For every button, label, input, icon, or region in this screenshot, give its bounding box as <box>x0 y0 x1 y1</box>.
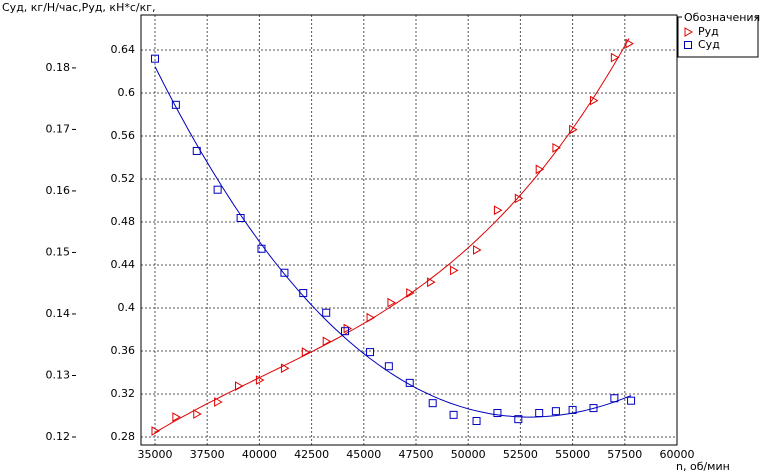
y2-tick-label: 0.36 <box>111 344 136 357</box>
marker <box>299 289 308 298</box>
y2-tick-label: 0.44 <box>111 258 136 271</box>
marker <box>535 164 545 175</box>
marker <box>171 100 180 109</box>
marker <box>428 399 437 408</box>
marker <box>384 362 393 371</box>
y-tick-label: 0.16 <box>46 184 71 197</box>
legend-label: Суд <box>698 38 720 51</box>
marker <box>449 410 458 419</box>
marker <box>589 95 599 106</box>
marker <box>473 245 482 255</box>
x-tick-label: 42500 <box>294 448 329 461</box>
x-tick-label: 60000 <box>660 448 695 461</box>
marker <box>193 409 202 419</box>
legend-box <box>677 16 759 58</box>
marker <box>493 409 502 418</box>
marker <box>684 27 694 37</box>
y2-tick-label: 0.6 <box>118 86 136 99</box>
marker <box>322 308 331 317</box>
marker <box>151 426 160 436</box>
y-tick-label: 0.12 <box>46 430 71 443</box>
marker <box>387 297 396 308</box>
marker <box>684 41 692 49</box>
marker <box>514 415 523 424</box>
marker <box>552 143 561 153</box>
marker <box>610 52 620 63</box>
marker <box>514 193 524 204</box>
x-tick-label: 40000 <box>242 448 277 461</box>
y2-tick-label: 0.52 <box>111 172 136 185</box>
trend-line <box>154 66 632 418</box>
plot-frame <box>140 14 678 446</box>
legend-title-bg <box>682 12 756 23</box>
y-tick-label: 0.15 <box>46 245 71 258</box>
marker <box>405 378 414 387</box>
y-tick-label: 0.18 <box>46 61 71 74</box>
marker <box>627 396 636 405</box>
marker <box>568 405 577 414</box>
y2-tick-label: 0.56 <box>111 129 136 142</box>
axis-title: Суд, кг/Н/час,Руд, кН*с/кг, <box>2 1 156 14</box>
marker <box>280 363 290 374</box>
marker <box>236 214 245 223</box>
y-tick-label: 0.13 <box>46 368 71 381</box>
marker <box>322 336 332 347</box>
legend-label: Руд <box>698 25 719 38</box>
marker <box>341 327 350 336</box>
plot-area <box>141 15 677 445</box>
y2-tick-label: 0.28 <box>111 430 136 443</box>
marker <box>235 381 244 391</box>
marker <box>427 277 436 288</box>
marker <box>150 54 159 63</box>
marker <box>625 38 634 49</box>
marker <box>551 407 560 416</box>
marker <box>569 124 578 135</box>
marker <box>172 412 181 422</box>
marker <box>343 323 353 334</box>
x-axis-title: n, об/мин <box>676 460 730 473</box>
y2-tick-label: 0.4 <box>118 301 136 314</box>
x-tick-label: 45000 <box>346 448 381 461</box>
trend-line <box>154 38 630 434</box>
marker <box>589 404 598 413</box>
marker <box>280 268 289 277</box>
y-tick-label: 0.14 <box>46 307 71 320</box>
marker <box>610 394 619 403</box>
marker <box>192 146 201 155</box>
marker <box>301 347 311 357</box>
x-tick-label: 37500 <box>190 448 225 461</box>
marker <box>472 417 481 426</box>
marker <box>493 205 503 216</box>
marker <box>213 185 222 194</box>
marker <box>255 375 265 385</box>
marker <box>257 244 266 253</box>
x-tick-label: 55000 <box>555 448 590 461</box>
marker <box>366 312 376 323</box>
x-tick-label: 52500 <box>503 448 538 461</box>
x-tick-label: 50000 <box>451 448 486 461</box>
x-tick-label: 57500 <box>607 448 642 461</box>
legend-title: Обозначения <box>684 11 760 24</box>
x-tick-label: 47500 <box>398 448 433 461</box>
y2-tick-label: 0.32 <box>111 387 136 400</box>
x-tick-label: 35000 <box>137 448 172 461</box>
y2-tick-label: 0.48 <box>111 215 136 228</box>
marker <box>535 409 544 418</box>
y-tick-label: 0.17 <box>46 122 71 135</box>
marker <box>450 265 459 276</box>
y2-tick-label: 0.64 <box>111 43 136 56</box>
marker <box>366 348 375 357</box>
marker <box>406 288 415 298</box>
marker <box>214 397 223 407</box>
